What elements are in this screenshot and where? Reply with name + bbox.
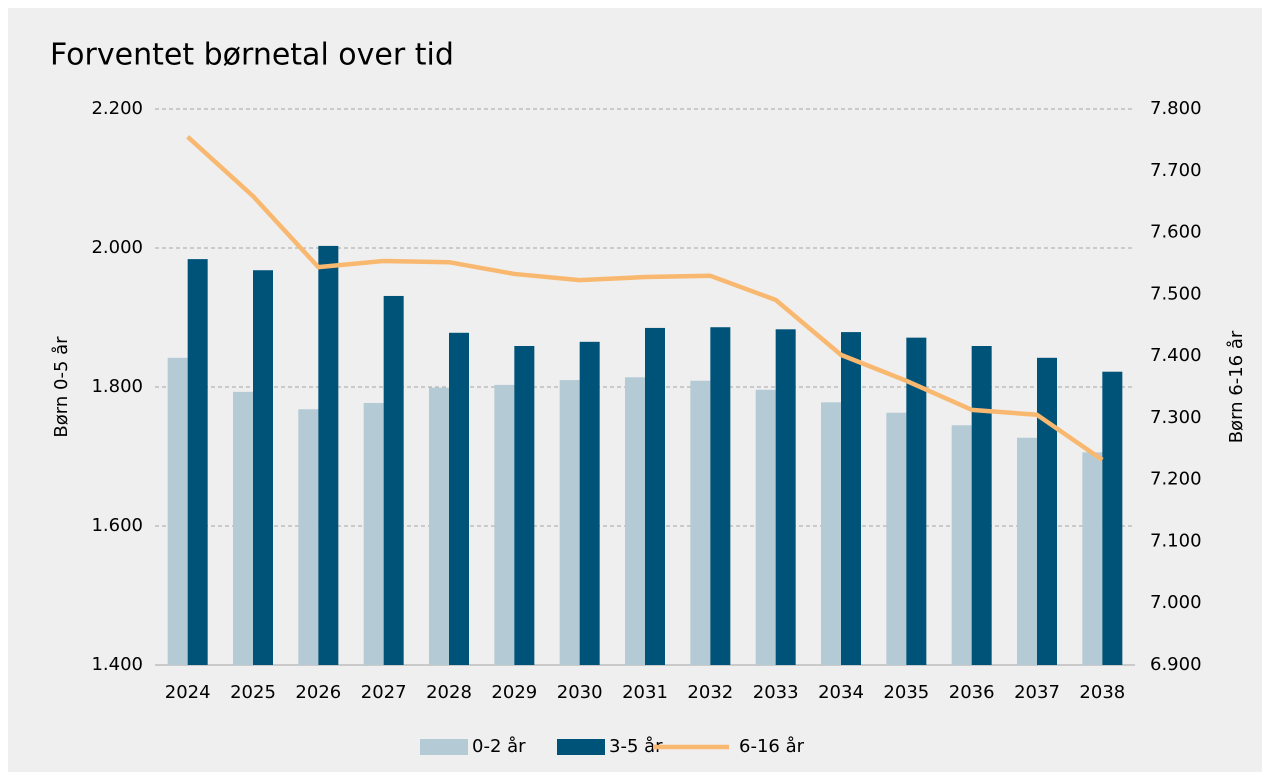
bar: [886, 412, 907, 665]
x-tick-label: 2037: [1014, 682, 1060, 703]
x-tick-label: 2036: [949, 682, 995, 703]
y2-tick-label: 7.700: [1150, 160, 1202, 181]
x-tick-label: 2034: [818, 682, 864, 703]
bar: [755, 389, 776, 665]
bar: [363, 402, 384, 665]
x-tick-label: 2038: [1079, 682, 1125, 703]
bar: [971, 345, 992, 665]
y-axis-label: Børn 0-5 år: [51, 336, 72, 438]
legend-label: 0-2 år: [472, 736, 526, 757]
bar: [645, 327, 665, 665]
bar: [821, 402, 841, 665]
bar: [1017, 437, 1037, 665]
x-tick-label: 2029: [491, 682, 537, 703]
y2-tick-label: 7.800: [1150, 98, 1202, 119]
bar: [559, 380, 580, 665]
y2-axis-label: Børn 6-16 år: [1226, 330, 1247, 443]
y2-tick-label: 7.500: [1150, 283, 1202, 304]
bar: [383, 295, 404, 665]
bar: [1102, 371, 1123, 665]
y-tick-label: 1.800: [91, 376, 143, 397]
bar: [579, 341, 600, 665]
x-tick-label: 2027: [361, 682, 407, 703]
bar: [187, 259, 208, 665]
bar: [429, 387, 449, 665]
x-tick-label: 2024: [165, 682, 211, 703]
bar: [514, 345, 535, 665]
bar: [167, 357, 188, 665]
bar: [1037, 357, 1057, 665]
bar: [775, 329, 796, 665]
bar: [298, 409, 319, 665]
y2-tick-label: 7.400: [1150, 345, 1202, 366]
legend-swatch: [557, 739, 605, 755]
x-tick-label: 2026: [295, 682, 341, 703]
y-tick-label: 1.400: [91, 654, 143, 675]
bar: [233, 391, 253, 665]
bar: [318, 245, 339, 666]
x-tick-label: 2033: [753, 682, 799, 703]
bar: [1082, 452, 1103, 665]
bar: [841, 332, 861, 665]
x-tick-label: 2030: [557, 682, 603, 703]
bar: [494, 384, 515, 665]
legend-label: 6-16 år: [739, 736, 805, 757]
bar: [449, 332, 469, 665]
y-tick-label: 1.600: [91, 515, 143, 536]
x-tick-label: 2025: [230, 682, 276, 703]
x-tick-label: 2028: [426, 682, 472, 703]
y2-tick-label: 7.200: [1150, 469, 1202, 490]
legend-label: 3-5 år: [609, 736, 663, 757]
y2-tick-label: 7.100: [1150, 530, 1202, 551]
line: [186, 135, 1104, 462]
x-tick-label: 2032: [687, 682, 733, 703]
y2-tick-label: 6.900: [1150, 654, 1202, 675]
bar: [625, 377, 645, 665]
bar: [951, 425, 972, 665]
bar: [710, 327, 731, 665]
bar: [253, 270, 273, 665]
x-tick-label: 2035: [883, 682, 929, 703]
y2-tick-label: 7.000: [1150, 592, 1202, 613]
bar: [906, 337, 927, 665]
y-tick-label: 2.000: [91, 237, 143, 258]
chart-title: Forventet børnetal over tid: [50, 38, 454, 73]
y-tick-label: 2.200: [91, 98, 143, 119]
legend-swatch: [420, 739, 468, 755]
y2-tick-label: 7.300: [1150, 407, 1202, 428]
x-tick-label: 2031: [622, 682, 668, 703]
bar: [690, 380, 711, 665]
y2-tick-label: 7.600: [1150, 222, 1202, 243]
